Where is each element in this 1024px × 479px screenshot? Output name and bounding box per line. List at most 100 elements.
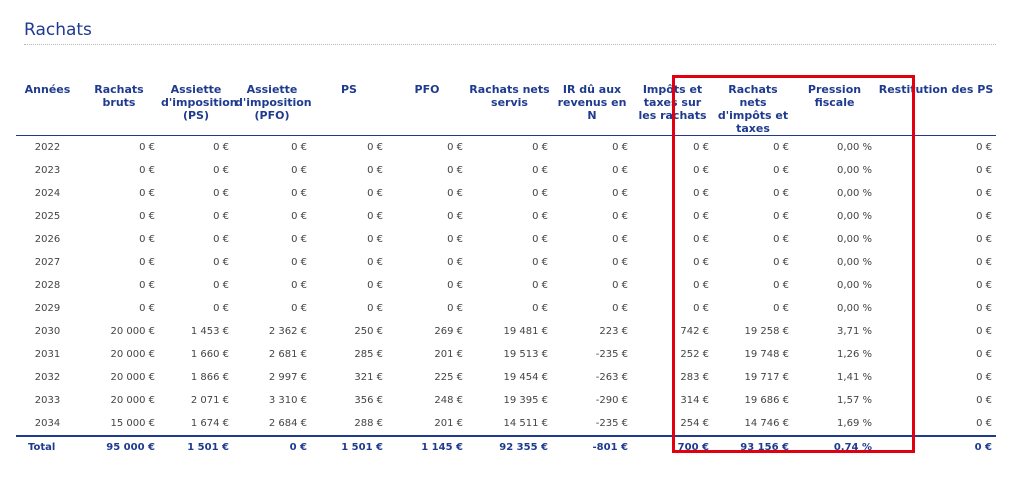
value-cell: 0 €: [612, 165, 628, 176]
value-cell: 0,00 %: [837, 165, 872, 176]
rachats-table: Années Rachats bruts Assiette d'imposition…: [16, 83, 996, 457]
value-cell: 0 €: [291, 165, 307, 176]
value-cell: 0 €: [693, 280, 709, 291]
value-cell: 0 €: [773, 303, 789, 314]
year-cell: 2022: [34, 142, 61, 153]
value-cell: 0 €: [291, 142, 307, 153]
column-header: Pression fiscale: [793, 83, 876, 136]
value-cell: 0 €: [213, 211, 229, 222]
year-cell: 2024: [34, 188, 61, 199]
value-cell: 0 €: [213, 188, 229, 199]
value-cell: 0 €: [773, 188, 789, 199]
value-cell: 314 €: [680, 395, 709, 406]
value-cell: 20 000 €: [110, 372, 155, 383]
value-cell: 0 €: [213, 303, 229, 314]
title-divider: [24, 44, 996, 45]
table-row: 2026 0 € 0 € 0 € 0 € 0 € 0 € 0 € 0 € 0 € 0,00 % 0 €: [16, 228, 996, 251]
value-cell: 0 €: [976, 418, 992, 429]
value-cell: 2 997 €: [268, 372, 307, 383]
value-cell: 0 €: [367, 303, 383, 314]
column-header: PFO: [387, 83, 467, 136]
value-cell: 1 674 €: [190, 418, 229, 429]
value-cell: 20 000 €: [110, 349, 155, 360]
value-cell: 0 €: [976, 257, 992, 268]
value-cell: -290 €: [595, 395, 628, 406]
total-value: 700 €: [632, 435, 713, 457]
value-cell: 269 €: [434, 326, 463, 337]
value-cell: 0 €: [976, 142, 992, 153]
value-cell: 0 €: [447, 280, 463, 291]
value-cell: 0 €: [213, 165, 229, 176]
value-cell: 0 €: [532, 234, 548, 245]
value-cell: 0 €: [693, 211, 709, 222]
value-cell: 201 €: [434, 349, 463, 360]
value-cell: 19 748 €: [744, 349, 789, 360]
value-cell: 0 €: [976, 188, 992, 199]
value-cell: 19 686 €: [744, 395, 789, 406]
year-cell: 2030: [34, 326, 61, 337]
value-cell: 0 €: [367, 188, 383, 199]
value-cell: 0 €: [532, 280, 548, 291]
value-cell: 0 €: [367, 257, 383, 268]
value-cell: 0,00 %: [837, 188, 872, 199]
value-cell: 0 €: [213, 234, 229, 245]
value-cell: 0 €: [367, 280, 383, 291]
total-value: 0 €: [233, 435, 311, 457]
value-cell: 1 453 €: [190, 326, 229, 337]
table-row: 2023 0 € 0 € 0 € 0 € 0 € 0 € 0 € 0 € 0 € 0,00 % 0 €: [16, 159, 996, 182]
value-cell: 0 €: [532, 188, 548, 199]
value-cell: 0 €: [976, 372, 992, 383]
value-cell: 0 €: [693, 257, 709, 268]
value-cell: 0,00 %: [837, 280, 872, 291]
value-cell: 0 €: [447, 234, 463, 245]
value-cell: 0,00 %: [837, 303, 872, 314]
value-cell: 20 000 €: [110, 395, 155, 406]
year-cell: 2027: [34, 257, 61, 268]
section-title: Rachats: [24, 20, 92, 40]
value-cell: 321 €: [354, 372, 383, 383]
table-row: 2031 20 000 € 1 660 € 2 681 € 285 € 201 € 19 5…: [16, 343, 996, 366]
value-cell: 248 €: [434, 395, 463, 406]
value-cell: 0 €: [367, 142, 383, 153]
value-cell: 0 €: [291, 280, 307, 291]
value-cell: 0 €: [291, 188, 307, 199]
value-cell: 0 €: [367, 211, 383, 222]
value-cell: 288 €: [354, 418, 383, 429]
value-cell: 19 395 €: [503, 395, 548, 406]
value-cell: 19 258 €: [744, 326, 789, 337]
value-cell: 0 €: [976, 395, 992, 406]
year-cell: 2026: [34, 234, 61, 245]
value-cell: 0 €: [447, 188, 463, 199]
table-row: 2027 0 € 0 € 0 € 0 € 0 € 0 € 0 € 0 € 0 € 0,00 % 0 €: [16, 251, 996, 274]
column-header: Rachats nets servis: [467, 83, 552, 136]
value-cell: 14 511 €: [503, 418, 548, 429]
value-cell: 252 €: [680, 349, 709, 360]
value-cell: 0 €: [532, 142, 548, 153]
year-cell: 2023: [34, 165, 61, 176]
total-value: 1 501 €: [159, 435, 233, 457]
total-value: -801 €: [552, 435, 632, 457]
year-cell: 2033: [34, 395, 61, 406]
value-cell: 2 681 €: [268, 349, 307, 360]
value-cell: 20 000 €: [110, 326, 155, 337]
value-cell: 1,41 %: [837, 372, 872, 383]
value-cell: 0 €: [976, 349, 992, 360]
value-cell: -263 €: [595, 372, 628, 383]
column-header: Rachats bruts: [79, 83, 159, 136]
value-cell: 0 €: [367, 234, 383, 245]
year-cell: 2025: [34, 211, 61, 222]
value-cell: 283 €: [680, 372, 709, 383]
value-cell: 0 €: [291, 234, 307, 245]
table-row: 2033 20 000 € 2 071 € 3 310 € 356 € 248 € 19 3…: [16, 389, 996, 412]
value-cell: 3,71 %: [837, 326, 872, 337]
value-cell: 0 €: [139, 142, 155, 153]
column-header: Rachats nets d'impôts et taxes: [713, 83, 793, 136]
value-cell: 0 €: [693, 188, 709, 199]
value-cell: -235 €: [595, 349, 628, 360]
total-value: 0,74 %: [793, 435, 876, 457]
value-cell: 1,26 %: [837, 349, 872, 360]
column-header: Restitution des PS: [876, 83, 996, 136]
value-cell: 0 €: [612, 234, 628, 245]
total-value: 0 €: [876, 435, 996, 457]
table-row: 2024 0 € 0 € 0 € 0 € 0 € 0 € 0 € 0 € 0 € 0,00 % 0 €: [16, 182, 996, 205]
